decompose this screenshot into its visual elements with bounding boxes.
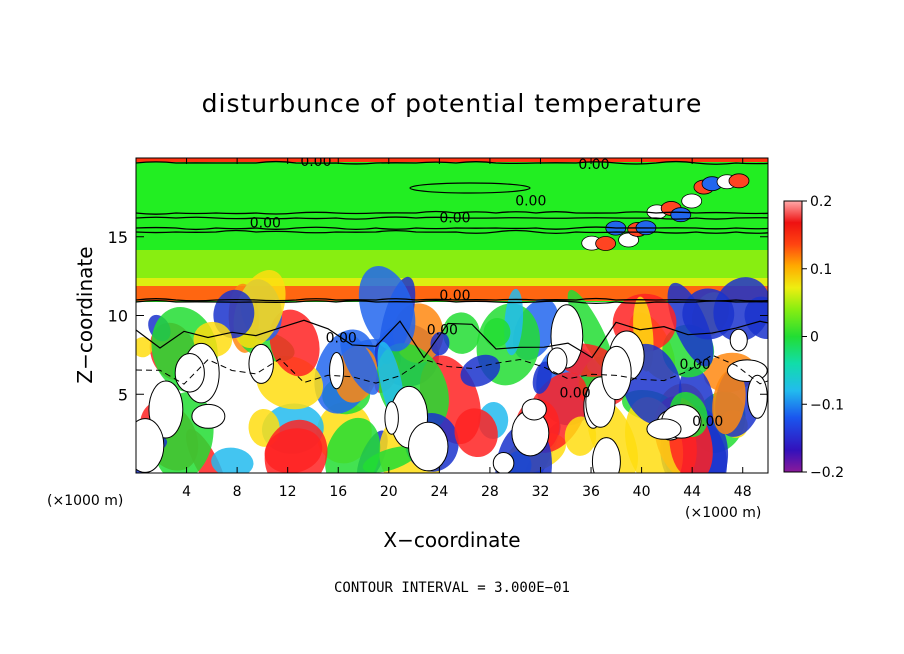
x-tick-label: 40 bbox=[633, 484, 651, 500]
y-tick-label: 10 bbox=[108, 307, 128, 326]
anomaly-patch bbox=[483, 317, 511, 347]
filament-patch bbox=[681, 193, 703, 209]
contour-label: 0.00 bbox=[250, 215, 281, 231]
contour-line bbox=[136, 226, 768, 231]
x-unit-left: (×1000 m) bbox=[47, 493, 123, 509]
y-axis: 5 10 15 bbox=[108, 228, 768, 404]
x-tick-label: 8 bbox=[233, 484, 242, 500]
contour-label: 0.00 bbox=[578, 157, 609, 173]
x-tick-label: 48 bbox=[734, 484, 752, 500]
x-tick-label: 32 bbox=[532, 484, 550, 500]
contour-labels: 0.00 0.00 0.00 0.00 0.00 0.00 0.00 0.00 0.00 0.00… bbox=[250, 154, 724, 430]
y-axis-label: Z−coordinate bbox=[73, 246, 97, 383]
upper-layer-yellow bbox=[136, 278, 768, 288]
contour-line bbox=[136, 216, 768, 220]
colorbar-tick-label: −0.1 bbox=[810, 397, 844, 413]
chart-title: disturbunce of potential temperature bbox=[202, 89, 703, 118]
anomaly-core bbox=[646, 418, 682, 440]
anomaly-core bbox=[136, 418, 165, 473]
anomaly-patch bbox=[211, 447, 254, 473]
anomaly-patch bbox=[460, 354, 501, 387]
upper-layer-yellowgreen bbox=[136, 250, 768, 280]
x-unit-right: (×1000 m) bbox=[685, 505, 761, 521]
plot-area: 0.00 0.00 0.00 0.00 0.00 0.00 0.00 0.00 0.00 0.00… bbox=[136, 154, 768, 473]
x-tick-label: 28 bbox=[481, 484, 499, 500]
contour-label: 0.00 bbox=[326, 330, 357, 346]
anomaly-core bbox=[747, 374, 768, 419]
contour-label: 0.00 bbox=[692, 414, 723, 430]
contour-label: 0.00 bbox=[515, 193, 546, 209]
colorbar: 0.2 0.1 0 −0.1 −0.2 bbox=[783, 194, 844, 481]
colorbar-ticks: 0.2 0.1 0 −0.1 −0.2 bbox=[802, 194, 844, 481]
filament-patch bbox=[728, 173, 750, 189]
contour-label: 0.00 bbox=[559, 385, 590, 401]
contour-label: 0.00 bbox=[427, 322, 458, 338]
anomaly-patch bbox=[362, 446, 418, 473]
colorbar-tick-label: 0 bbox=[810, 330, 819, 346]
x-tick-label: 36 bbox=[582, 484, 600, 500]
filament-patch bbox=[670, 207, 692, 223]
anomaly-patch bbox=[712, 369, 746, 435]
contour-lines bbox=[136, 160, 768, 385]
anomaly-core bbox=[408, 421, 449, 472]
anomaly-core bbox=[384, 401, 399, 435]
x-tick-label: 24 bbox=[430, 484, 448, 500]
anomaly-core bbox=[521, 398, 547, 421]
tropopause-band bbox=[136, 286, 768, 301]
contour-line bbox=[136, 160, 768, 165]
anomaly-core bbox=[248, 343, 274, 384]
contour-label: 0.00 bbox=[300, 154, 331, 170]
colorbar-tick-label: 0.1 bbox=[810, 262, 832, 278]
contour-line bbox=[136, 297, 768, 302]
contour-line bbox=[136, 210, 768, 215]
anomaly-patch bbox=[532, 361, 552, 394]
anomaly-core bbox=[591, 437, 621, 473]
anomaly-core bbox=[492, 452, 515, 473]
anomaly-patch bbox=[136, 337, 153, 358]
anomaly-core bbox=[174, 353, 205, 393]
x-tick-label: 44 bbox=[683, 484, 701, 500]
colorbar-ramp bbox=[783, 200, 803, 473]
x-axis: 4 8 12 16 20 24 28 32 36 40 44 48 bbox=[182, 158, 752, 500]
contour-interval-note: CONTOUR INTERVAL = 3.000E−01 bbox=[334, 580, 570, 596]
x-tick-label: 20 bbox=[380, 484, 398, 500]
anomaly-core bbox=[191, 403, 226, 429]
anomaly-patch bbox=[430, 331, 450, 356]
x-tick-label: 16 bbox=[329, 484, 347, 500]
x-tick-label: 4 bbox=[182, 484, 191, 500]
contour-label: 0.00 bbox=[439, 211, 470, 227]
contour-line bbox=[136, 299, 768, 305]
anomaly-core bbox=[546, 347, 568, 375]
top-boundary-band bbox=[136, 158, 768, 162]
anomaly-patch bbox=[340, 332, 380, 395]
anomaly-core bbox=[329, 351, 345, 390]
y-tick-label: 15 bbox=[108, 228, 128, 247]
y-tick-label: 5 bbox=[118, 385, 128, 404]
anomaly-patch bbox=[325, 417, 381, 473]
colorbar-tick-label: −0.2 bbox=[810, 465, 844, 481]
anomaly-core bbox=[729, 328, 748, 352]
filament-patch bbox=[595, 236, 617, 251]
anomaly-patch bbox=[269, 309, 320, 377]
anomaly-patch bbox=[264, 419, 328, 473]
contour-line bbox=[136, 319, 768, 359]
anomaly-patches bbox=[136, 173, 768, 473]
contour-line bbox=[136, 229, 768, 235]
anomaly-core bbox=[601, 345, 632, 401]
anomaly-core bbox=[148, 380, 184, 439]
anomaly-patch bbox=[442, 312, 480, 354]
anomaly-patch bbox=[454, 408, 498, 458]
colorbar-tick-label: 0.2 bbox=[810, 194, 832, 210]
x-tick-label: 12 bbox=[279, 484, 297, 500]
contour-line-negative bbox=[136, 354, 768, 385]
contour-label: 0.00 bbox=[680, 357, 711, 373]
x-axis-label: X−coordinate bbox=[383, 528, 520, 552]
contour-closed bbox=[409, 182, 531, 194]
anomaly-patch bbox=[744, 296, 768, 339]
contour-label: 0.00 bbox=[439, 288, 470, 304]
anomaly-patch bbox=[358, 265, 416, 352]
